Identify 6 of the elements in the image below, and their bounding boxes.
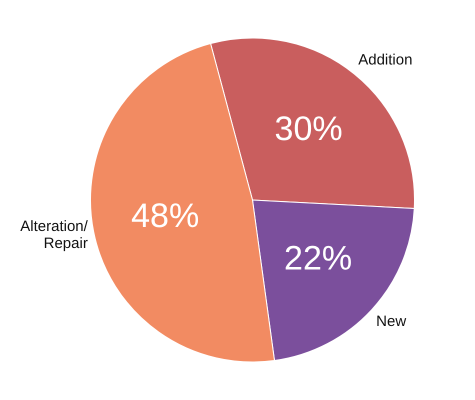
slice-label: Addition: [358, 51, 412, 68]
data-label: 22%: [284, 240, 352, 278]
slice-label: New: [376, 312, 406, 330]
data-label: 30%: [274, 110, 343, 148]
data-label: 48%: [131, 196, 200, 235]
slice-label: Alteration/ Repair: [20, 218, 89, 252]
